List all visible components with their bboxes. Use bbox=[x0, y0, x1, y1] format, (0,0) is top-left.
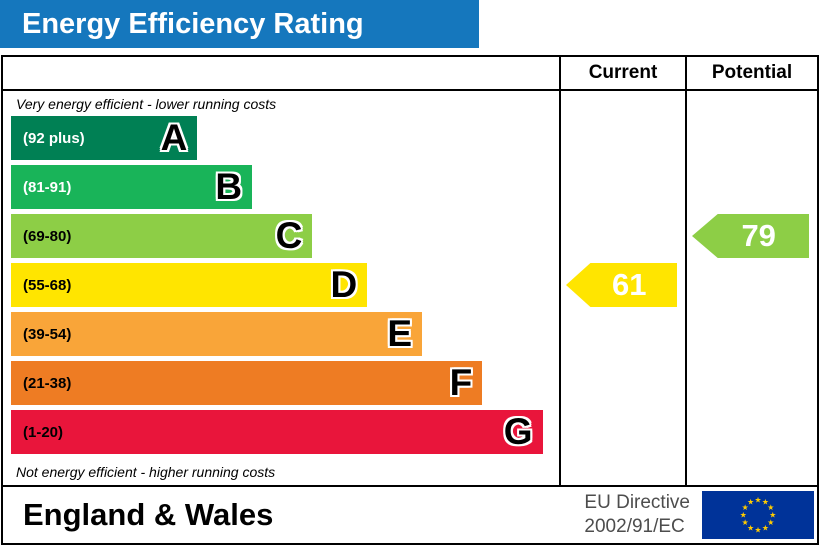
column-header-current: Current bbox=[559, 57, 685, 91]
band-row-e: (39-54) E bbox=[3, 312, 559, 361]
band-row-d: (55-68) D bbox=[3, 263, 559, 312]
current-rating-value: 61 bbox=[612, 267, 647, 302]
current-cell-e bbox=[559, 312, 685, 361]
current-cell-b bbox=[559, 165, 685, 214]
current-column-spacer-bottom bbox=[559, 459, 685, 485]
band-f: (21-38) F bbox=[11, 361, 483, 405]
bottom-note: Not energy efficient - higher running co… bbox=[16, 464, 276, 480]
potential-column-spacer-bottom bbox=[685, 459, 817, 485]
potential-cell-b bbox=[685, 165, 817, 214]
band-letter: C bbox=[275, 215, 303, 256]
header-spacer bbox=[3, 57, 559, 91]
band-e: (39-54) E bbox=[11, 312, 422, 356]
band-range: (69-80) bbox=[23, 227, 72, 245]
svg-text:★: ★ bbox=[754, 525, 761, 534]
band-range: (39-54) bbox=[23, 325, 72, 343]
svg-text:★: ★ bbox=[742, 518, 749, 527]
svg-text:★: ★ bbox=[762, 498, 769, 507]
chart-body: Current Potential Very energy efficient … bbox=[1, 55, 819, 545]
page-title: Energy Efficiency Rating bbox=[0, 0, 479, 48]
current-cell-c bbox=[559, 214, 685, 263]
band-row-a: (92 plus) A bbox=[3, 116, 559, 165]
svg-text:★: ★ bbox=[769, 511, 776, 520]
band-row-g: (1-20) G bbox=[3, 410, 559, 459]
band-a: (92 plus) A bbox=[11, 116, 198, 160]
svg-text:★: ★ bbox=[754, 496, 761, 505]
eu-flag-stars: ★ ★ ★ ★ ★ ★ ★ ★ ★ ★ ★ ★ bbox=[740, 496, 777, 535]
eu-directive-line2: 2002/91/EC bbox=[584, 516, 685, 537]
potential-cell-d bbox=[685, 263, 817, 312]
band-row-c: (69-80) C bbox=[3, 214, 559, 263]
band-row-f: (21-38) F bbox=[3, 361, 559, 410]
band-range: (1-20) bbox=[23, 423, 64, 441]
band-letter: D bbox=[330, 264, 358, 305]
potential-cell-f bbox=[685, 361, 817, 410]
current-cell-g bbox=[559, 410, 685, 459]
svg-text:★: ★ bbox=[767, 518, 774, 527]
band-d: (55-68) D bbox=[11, 263, 368, 307]
band-range: (55-68) bbox=[23, 276, 72, 294]
column-header-potential: Potential bbox=[685, 57, 817, 91]
band-letter: F bbox=[449, 362, 473, 403]
band-letter: A bbox=[160, 117, 188, 158]
current-cell-d: 61 bbox=[559, 263, 685, 312]
potential-column-spacer bbox=[685, 91, 817, 116]
potential-rating-arrow: 79 bbox=[692, 214, 809, 258]
region-label: England & Wales bbox=[23, 497, 274, 532]
current-cell-f bbox=[559, 361, 685, 410]
footer: England & Wales EU Directive 2002/91/EC … bbox=[3, 485, 817, 543]
potential-cell-c: 79 bbox=[685, 214, 817, 263]
svg-text:★: ★ bbox=[747, 498, 754, 507]
band-range: (92 plus) bbox=[23, 129, 85, 147]
svg-text:★: ★ bbox=[767, 503, 774, 512]
eu-directive-text: EU Directive 2002/91/EC bbox=[584, 491, 690, 539]
band-letter: B bbox=[215, 166, 243, 207]
potential-rating-value: 79 bbox=[741, 218, 776, 253]
svg-text:★: ★ bbox=[747, 523, 754, 532]
band-row-b: (81-91) B bbox=[3, 165, 559, 214]
svg-text:★: ★ bbox=[740, 511, 747, 520]
band-b: (81-91) B bbox=[11, 165, 253, 209]
current-rating-arrow: 61 bbox=[566, 263, 677, 307]
potential-cell-e bbox=[685, 312, 817, 361]
current-column-spacer bbox=[559, 91, 685, 116]
svg-text:★: ★ bbox=[762, 523, 769, 532]
band-range: (81-91) bbox=[23, 178, 72, 196]
current-cell-a bbox=[559, 116, 685, 165]
band-letter: E bbox=[387, 313, 412, 354]
top-note: Very energy efficient - lower running co… bbox=[16, 95, 277, 112]
band-c: (69-80) C bbox=[11, 214, 313, 258]
potential-cell-g bbox=[685, 410, 817, 459]
potential-cell-a bbox=[685, 116, 817, 165]
eu-directive-line1: EU Directive bbox=[584, 492, 690, 514]
eu-flag-icon: ★ ★ ★ ★ ★ ★ ★ ★ ★ ★ ★ ★ bbox=[702, 491, 814, 539]
band-letter: G bbox=[503, 411, 533, 452]
band-range: (21-38) bbox=[23, 374, 72, 392]
band-g: (1-20) G bbox=[11, 410, 543, 454]
svg-text:★: ★ bbox=[742, 503, 749, 512]
